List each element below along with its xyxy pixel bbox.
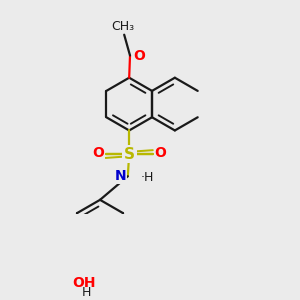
Text: O: O xyxy=(92,146,104,160)
Text: CH₃: CH₃ xyxy=(111,20,134,33)
Text: S: S xyxy=(124,146,135,161)
Text: O: O xyxy=(154,146,166,160)
Text: H: H xyxy=(82,286,91,299)
Text: O: O xyxy=(133,49,145,62)
Text: OH: OH xyxy=(72,276,96,290)
Text: N: N xyxy=(115,169,126,183)
Text: ·H: ·H xyxy=(140,171,154,184)
